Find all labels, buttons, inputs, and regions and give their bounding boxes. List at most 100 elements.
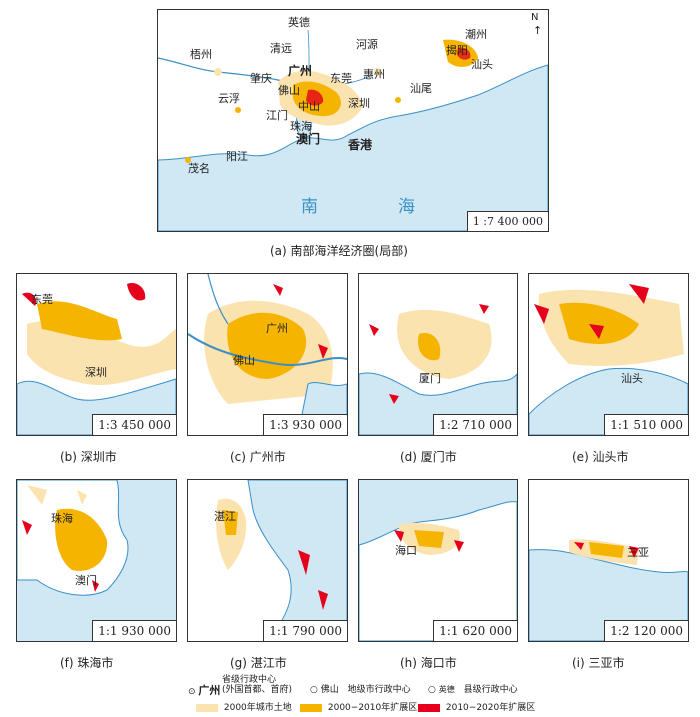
panel-xiamen: 厦门 1:2 710 000	[358, 273, 518, 436]
label-shenzhen: 深圳	[348, 97, 370, 110]
urban-light	[27, 485, 87, 505]
scale: 1:1 510 000	[604, 414, 688, 435]
panel-sanya-canvas	[529, 480, 688, 641]
urban	[27, 321, 176, 386]
panel-haikou: 海口 1:1 620 000	[358, 479, 518, 642]
label-xiamen: 厦门	[419, 372, 441, 385]
label-foshan: 佛山	[233, 354, 255, 367]
legend-prefecture-desc: 地级市行政中心	[347, 685, 411, 695]
label-yingde: 英德	[288, 16, 310, 29]
label-guangzhou: 广州	[266, 322, 288, 335]
panel-shantou-canvas	[529, 274, 688, 435]
provincial-center-icon: ⊙	[188, 687, 196, 697]
north-arrow-glyph: ↑	[533, 24, 543, 37]
panel-sanya: 三亚 1:2 120 000	[528, 479, 689, 642]
caption-b: (b) 深圳市	[60, 450, 117, 464]
panel-guangzhou-canvas	[188, 274, 347, 435]
urban-mid	[227, 312, 307, 379]
caption-h: (h) 海口市	[400, 656, 457, 670]
label-macau: 澳门	[75, 574, 97, 587]
urban-red	[394, 530, 464, 552]
legend-urban2000-text: 2000年城市土地	[223, 703, 292, 713]
river	[188, 333, 347, 366]
legend-prefecture-city: 佛山	[320, 685, 339, 695]
label-zhaoqing: 肇庆	[250, 72, 272, 85]
scale: 1:3 450 000	[92, 414, 176, 435]
caption-c: (c) 广州市	[230, 450, 286, 464]
label-hongkong: 香港	[348, 138, 373, 152]
legend-county: ○ 英德 县级行政中心	[428, 682, 518, 695]
urban-mid	[589, 542, 624, 558]
label-haikou: 海口	[395, 544, 417, 557]
caption-a: (a) 南部海洋经济圈(局部)	[270, 244, 408, 258]
urban-mid	[559, 302, 639, 344]
caption-e: (e) 汕头市	[572, 450, 629, 464]
legend-exp2010-2020-text: 2010−2020年扩展区	[445, 703, 536, 713]
urban-red	[22, 283, 146, 306]
panel-xiamen-canvas	[359, 274, 517, 435]
label-zhanjiang: 湛江	[214, 510, 236, 523]
panel-zhuhai-canvas	[17, 480, 176, 641]
scale: 1:1 620 000	[433, 620, 517, 641]
panel-shantou: 汕头 1:1 510 000	[528, 273, 689, 436]
caption-g: (g) 湛江市	[230, 656, 287, 670]
urban-mid	[223, 510, 238, 535]
urban2000-swatch	[196, 703, 218, 712]
legend-county-desc: 县级行政中心	[463, 685, 518, 695]
main-scale: 1 :7 400 000	[466, 211, 548, 231]
main-map-canvas	[158, 10, 548, 231]
caption-f: (f) 珠海市	[60, 656, 114, 670]
sea	[529, 549, 688, 641]
scale: 1:1 790 000	[263, 620, 347, 641]
label-sanya: 三亚	[627, 546, 649, 559]
urban-red	[273, 284, 328, 359]
urban-prd-2010-2020	[306, 89, 324, 106]
legend-provincial-city: 广州	[198, 684, 221, 697]
north-arrow-icon: N	[531, 12, 539, 23]
legend-urban2000: 2000年城市土地	[196, 700, 292, 713]
sea-label-nan: 南	[301, 197, 318, 217]
prefecture-center-icon: ○	[310, 685, 318, 695]
label-wuzhou: 梧州	[190, 48, 212, 61]
legend-provincial: ⊙ 广州	[188, 682, 220, 698]
label-chaozhou: 潮州	[465, 28, 487, 41]
label-heyuan: 河源	[356, 38, 378, 51]
label-foshan: 佛山	[278, 84, 300, 97]
label-dongguan: 东莞	[31, 293, 53, 306]
label-shenzhen: 深圳	[85, 366, 107, 379]
urban-mid	[418, 333, 441, 361]
exp2000-2010-swatch	[300, 703, 322, 712]
river-2	[207, 274, 229, 325]
panel-zhanjiang: 湛江 1:1 790 000	[187, 479, 348, 642]
label-macau: 澳门	[296, 132, 321, 146]
label-maoming: 茂名	[188, 162, 210, 175]
legend-prefecture: ○ 佛山 地级市行政中心	[310, 682, 411, 695]
label-qingyuan: 清远	[270, 42, 292, 55]
label-yangjiang: 阳江	[226, 150, 248, 163]
urban-red	[298, 550, 328, 610]
urban	[397, 309, 492, 379]
label-guangzhou: 广州	[288, 64, 313, 78]
panel-zhuhai: 珠海 澳门 1:1 930 000	[16, 479, 177, 642]
main-map: 英德 梧州 清远 河源 潮州 揭阳 汕头 广州 肇庆 佛山 东莞 惠州 云浮 江…	[157, 9, 549, 232]
urban	[55, 508, 108, 571]
label-shantou: 汕头	[471, 58, 493, 71]
legend-exp2000-2010: 2000−2010年扩展区	[300, 700, 417, 713]
label-zhongshan: 中山	[298, 100, 320, 113]
legend-exp2010-2020: 2010−2020年扩展区	[418, 700, 535, 713]
panel-zhanjiang-canvas	[188, 480, 347, 641]
legend-provincial-desc: 省级行政中心 (外国首都、首府)	[222, 675, 292, 695]
county-center-icon: ○	[428, 685, 436, 695]
urban-mid	[37, 301, 122, 341]
label-shanwei: 汕尾	[410, 82, 432, 95]
urban-chaoshan-red	[457, 47, 471, 60]
label-zhuhai: 珠海	[290, 120, 312, 133]
caption-i: (i) 三亚市	[572, 656, 625, 670]
urban-red	[22, 520, 99, 592]
scale: 1:3 930 000	[263, 414, 347, 435]
scale: 1:2 710 000	[433, 414, 517, 435]
scale: 1:2 120 000	[604, 620, 688, 641]
sea-label-hai: 海	[398, 197, 415, 217]
label-yunfu: 云浮	[218, 92, 240, 105]
label-huizhou: 惠州	[363, 68, 385, 81]
